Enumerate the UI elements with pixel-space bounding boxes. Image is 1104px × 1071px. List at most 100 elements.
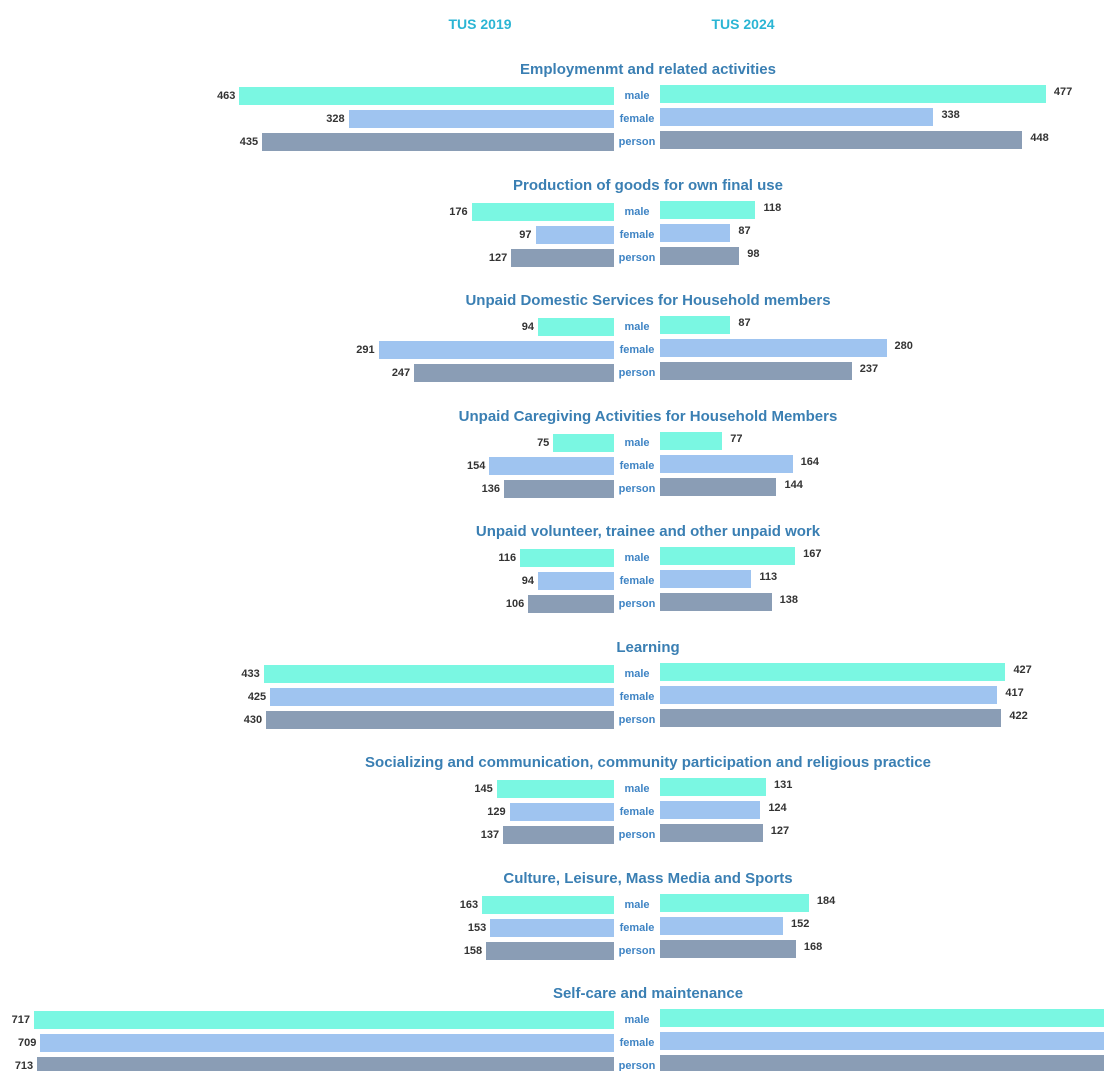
bar-2024-person — [660, 246, 740, 265]
value-label-2019-male: 163 — [459, 898, 479, 911]
bar-2019-male — [33, 1011, 614, 1029]
group-title: Socializing and communication, community… — [365, 754, 931, 771]
value-label-2019-person: 127 — [488, 251, 508, 264]
value-label-2024-female: 338 — [941, 109, 960, 121]
bar-2019-female — [40, 1034, 614, 1052]
value-label-2024-person: 144 — [784, 478, 803, 491]
bar-2019-person — [503, 479, 614, 498]
category-label-female: female — [619, 575, 655, 587]
group-title: Unpaid Domestic Services for Household m… — [465, 292, 831, 309]
value-label-2024-male: 118 — [763, 201, 782, 214]
value-label-2024-person: 448 — [1030, 132, 1049, 144]
value-label-2019-person: 247 — [391, 367, 411, 379]
value-label-2024-male: 477 — [1053, 86, 1073, 98]
value-label-2019-person: 137 — [480, 829, 500, 841]
value-label-2024-male: 87 — [738, 317, 751, 329]
value-label-2024-male: 131 — [773, 779, 793, 791]
bar-2019-person — [37, 1057, 614, 1071]
value-label-2019-male: 433 — [241, 667, 260, 680]
value-label-2019-female: 154 — [467, 459, 486, 472]
bar-2024-male — [660, 1009, 1104, 1027]
bar-2024-female — [660, 570, 752, 588]
header-tus-2019: TUS 2019 — [448, 16, 512, 32]
bar-2024-person — [660, 593, 772, 611]
category-label-person: person — [618, 829, 656, 841]
group-title: Unpaid Caregiving Activities for Househo… — [458, 407, 838, 425]
value-label-2019-male: 75 — [537, 436, 550, 449]
bar-2024-male — [660, 778, 766, 796]
category-label-person: person — [618, 251, 656, 264]
bar-2024-female — [660, 801, 761, 819]
bar-2024-female — [660, 223, 731, 242]
bar-2024-male — [660, 316, 731, 334]
bar-2024-person — [660, 477, 777, 496]
bar-2019-person — [414, 364, 614, 382]
value-label-2019-female: 153 — [467, 921, 487, 934]
bar-2024-male — [660, 547, 796, 565]
bar-2019-female — [378, 341, 614, 359]
value-label-2024-person: 422 — [1009, 709, 1028, 722]
category-label-female: female — [619, 690, 655, 703]
value-label-2024-person: 98 — [747, 247, 760, 260]
category-label-male: male — [624, 783, 650, 795]
value-label-2024-male: 427 — [1013, 663, 1032, 676]
group-title: Unpaid volunteer, trainee and other unpa… — [475, 523, 821, 540]
bar-2024-person — [660, 131, 1023, 149]
bar-2019-person — [511, 248, 614, 267]
bar-2019-male — [239, 87, 614, 105]
category-label-person: person — [618, 482, 656, 495]
bar-2019-person — [528, 595, 614, 613]
bar-2019-female — [537, 572, 614, 590]
category-label-female: female — [619, 459, 655, 472]
bar-2024-person — [660, 824, 763, 842]
value-label-2024-female: 113 — [759, 571, 778, 583]
category-label-female: female — [619, 921, 655, 934]
value-label-2019-female: 129 — [487, 806, 506, 818]
category-label-person: person — [618, 944, 656, 957]
bar-2024-female — [660, 454, 793, 473]
value-label-2019-person: 430 — [243, 713, 263, 726]
value-label-2024-person: 138 — [779, 594, 798, 606]
category-label-person: person — [618, 713, 656, 726]
category-label-person: person — [618, 598, 656, 610]
value-label-2019-female: 709 — [18, 1037, 37, 1049]
value-label-2019-male: 717 — [11, 1014, 30, 1026]
bar-2019-person — [262, 133, 614, 151]
bar-2019-person — [503, 826, 614, 844]
bar-2024-female — [660, 339, 887, 357]
value-label-2024-male: 77 — [730, 432, 743, 445]
group-title: Culture, Leisure, Mass Media and Sports — [503, 869, 793, 887]
value-label-2019-person: 106 — [505, 598, 525, 610]
bar-2024-male — [660, 431, 723, 450]
category-label-female: female — [619, 113, 655, 125]
group-title: Employmenmt and related activities — [520, 61, 776, 78]
bar-2024-male — [660, 85, 1046, 103]
category-label-male: male — [624, 205, 650, 218]
bar-2024-person — [660, 708, 1002, 727]
category-label-male: male — [624, 552, 650, 564]
category-label-male: male — [624, 898, 650, 911]
bar-2019-female — [509, 803, 614, 821]
bar-2024-female — [660, 916, 783, 935]
category-label-person: person — [618, 1060, 656, 1071]
value-label-2024-female: 152 — [790, 917, 810, 930]
bar-2019-male — [553, 433, 614, 452]
bar-2024-person — [660, 362, 852, 380]
category-label-female: female — [619, 1037, 655, 1049]
bar-2019-male — [537, 318, 614, 336]
value-label-2024-female: 124 — [768, 802, 787, 814]
bar-2019-male — [520, 549, 614, 567]
category-label-male: male — [624, 1014, 650, 1026]
bar-2019-female — [270, 687, 614, 706]
value-label-2024-person: 168 — [803, 940, 823, 953]
bar-2024-female — [660, 1032, 1104, 1050]
value-label-2024-female: 280 — [894, 340, 913, 352]
value-label-2019-male: 116 — [498, 552, 517, 564]
group-title: Production of goods for own final use — [513, 176, 783, 194]
bar-2024-female — [660, 685, 998, 704]
bar-2019-person — [486, 941, 614, 960]
category-label-male: male — [624, 321, 650, 333]
value-label-2024-female: 87 — [738, 224, 751, 237]
value-label-2024-person: 127 — [770, 825, 790, 837]
